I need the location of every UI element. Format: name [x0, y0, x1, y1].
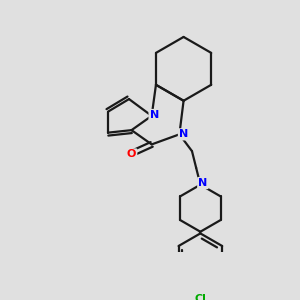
Text: N: N [179, 129, 188, 139]
Text: O: O [127, 149, 136, 160]
Text: Cl: Cl [194, 294, 206, 300]
Text: N: N [150, 110, 159, 120]
Text: N: N [198, 178, 208, 188]
